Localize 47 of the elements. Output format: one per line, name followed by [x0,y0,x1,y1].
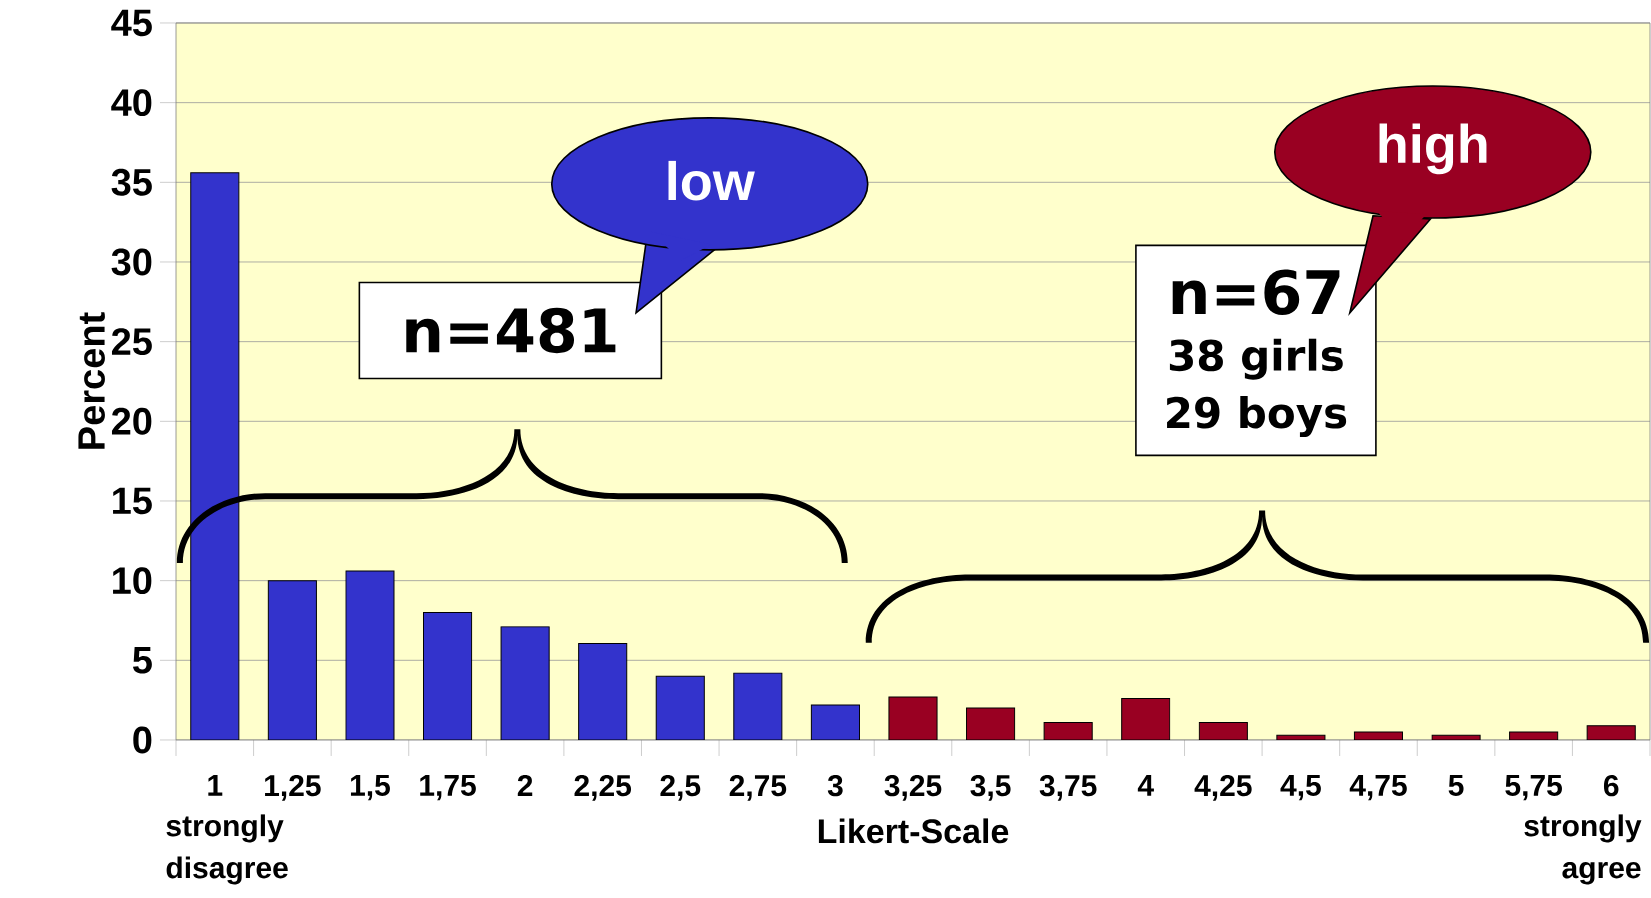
y-tick-label: 35 [111,168,152,196]
y-axis-title: Percent [78,312,105,449]
annotation: n=67 [1172,269,1340,315]
x-tick-label: 3,25 [884,775,942,801]
x-tick-label: 4,5 [1280,775,1321,801]
annotation: 38 girls [1169,338,1343,380]
y-tick-label: 5 [132,647,152,674]
bar [500,626,550,740]
y-tick-label: 45 [111,9,152,37]
x-tick-label: 2,75 [729,775,787,801]
x-tick-label: 1,5 [350,775,390,801]
bar [1121,698,1171,740]
x-tick-label: 2 [517,775,533,796]
bar [966,707,1016,740]
annotation: 29 boys [1167,396,1347,438]
x-tick-label: 2,5 [660,775,701,801]
y-tick-label: 25 [111,328,152,356]
x-tick-label: 3 [827,775,843,797]
x-tick-label: 1,25 [265,775,321,801]
x-tick-label: 5,75 [1505,775,1562,801]
annotation: n=481 [406,307,616,354]
x-tick-label: 6 [1603,775,1619,797]
bar [1586,725,1636,740]
x-tick-label: 3,75 [1039,775,1097,801]
x-tick-label: 5 [1448,775,1464,796]
x-tick-label: 3,5 [970,775,1011,801]
x-axis-title: Likert-Scale [818,818,1009,844]
text: strongly agree [1524,814,1642,885]
x-tick-label: 1,75 [420,775,476,801]
bar [733,672,783,740]
bar [345,570,395,740]
bar [1198,721,1248,740]
y-tick-label: 40 [111,89,152,117]
x-tick-label: 4 [1137,775,1154,796]
text: strongly disagree [166,814,288,885]
bar [1353,731,1404,740]
y-tick-label: 10 [113,567,152,595]
x-tick-label: 1 [208,775,223,796]
y-tick-label: 15 [113,487,152,515]
x-tick-label: 4,25 [1194,775,1252,801]
y-tick-label: 0 [133,726,152,754]
y-tick-label: 20 [111,407,152,435]
annotation: high [1379,123,1487,175]
x-tick-label: 4,75 [1349,775,1407,801]
annotation: low [668,160,755,201]
y-tick-label: 30 [111,248,152,276]
x-tick-label: 2,25 [574,775,632,801]
